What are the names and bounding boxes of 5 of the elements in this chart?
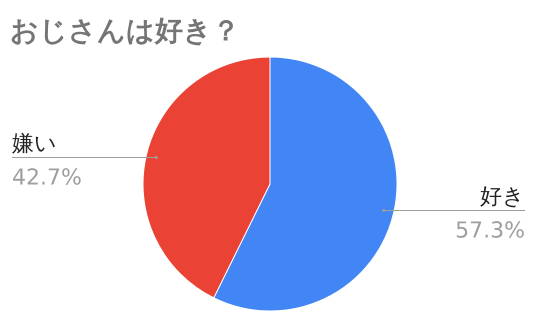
slice-label: 好き: [480, 184, 525, 210]
data-label: 42.7%: [12, 165, 82, 190]
data-label: 57.3%: [455, 218, 525, 244]
chart-title: おじさんは好き？: [10, 14, 240, 47]
slice-label: 嫌い: [12, 131, 57, 156]
